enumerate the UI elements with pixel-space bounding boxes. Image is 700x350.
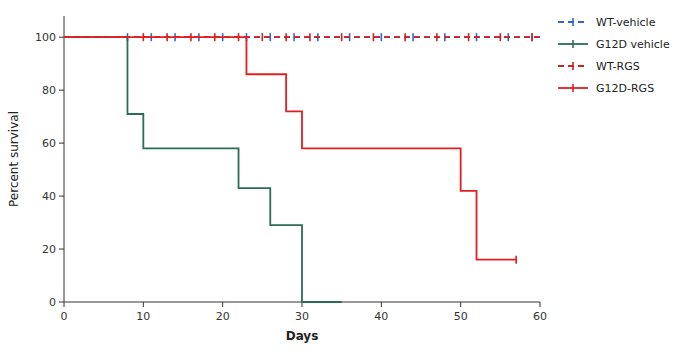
x-tick (143, 302, 144, 307)
y-tick (59, 37, 64, 38)
y-tick-label: 40 (42, 190, 56, 203)
y-tick (59, 90, 64, 91)
legend-marker (572, 62, 574, 70)
axes: 0 10 20 30 40 50 60 0 20 40 60 80 100 (35, 16, 547, 323)
legend-marker (572, 40, 574, 48)
x-tick-label: 50 (454, 310, 468, 323)
y-axis-label: Percent survival (7, 111, 21, 207)
censor-tick (500, 33, 502, 41)
censor-tick (531, 33, 533, 41)
x-tick-label: 40 (374, 310, 388, 323)
chart: 0 10 20 30 40 50 60 0 20 40 60 80 100 Days Percent sur… (0, 0, 700, 350)
censor-tick (468, 33, 470, 41)
censor-tick (412, 33, 414, 41)
x-axis-label: Days (286, 329, 319, 343)
y-tick (59, 196, 64, 197)
x-tick (540, 302, 541, 307)
x-tick-label: 10 (136, 310, 150, 323)
censor-tick (262, 33, 264, 41)
y-tick-label: 20 (42, 243, 56, 256)
x-tick-label: 0 (61, 310, 68, 323)
censor-tick (341, 33, 343, 41)
y-tick-label: 0 (49, 296, 56, 309)
censor-tick (515, 256, 517, 264)
x-tick-label: 20 (216, 310, 230, 323)
censor-tick (404, 33, 406, 41)
legend: WT-vehicle G12D vehicle WT-RGS G12D-RGS (558, 16, 670, 95)
x-tick (460, 302, 461, 307)
survival-curve (64, 37, 342, 302)
y-tick (59, 143, 64, 144)
censor-tick (381, 33, 383, 41)
y-tick-label: 60 (42, 137, 56, 150)
legend-label: WT-RGS (596, 60, 640, 73)
legend-marker (572, 84, 574, 92)
y-tick (59, 302, 64, 303)
legend-label: WT-vehicle (596, 16, 656, 29)
censor-tick (373, 33, 375, 41)
x-tick (222, 302, 223, 307)
censor-tick (531, 33, 533, 41)
x-tick-label: 60 (533, 310, 547, 323)
x-tick (64, 302, 65, 307)
x-tick-label: 30 (295, 310, 309, 323)
censor-tick (436, 33, 438, 41)
plot-area (64, 33, 540, 302)
y-tick-label: 80 (42, 84, 56, 97)
y-tick-label: 100 (35, 31, 56, 44)
legend-label: G12D vehicle (596, 38, 670, 51)
censor-tick (309, 33, 311, 41)
legend-marker (572, 18, 574, 26)
survival-curve (64, 37, 516, 259)
y-tick (59, 249, 64, 250)
y-axis-line (64, 16, 65, 302)
x-tick (381, 302, 382, 307)
legend-label: G12D-RGS (596, 82, 654, 95)
censor-tick (285, 33, 287, 41)
